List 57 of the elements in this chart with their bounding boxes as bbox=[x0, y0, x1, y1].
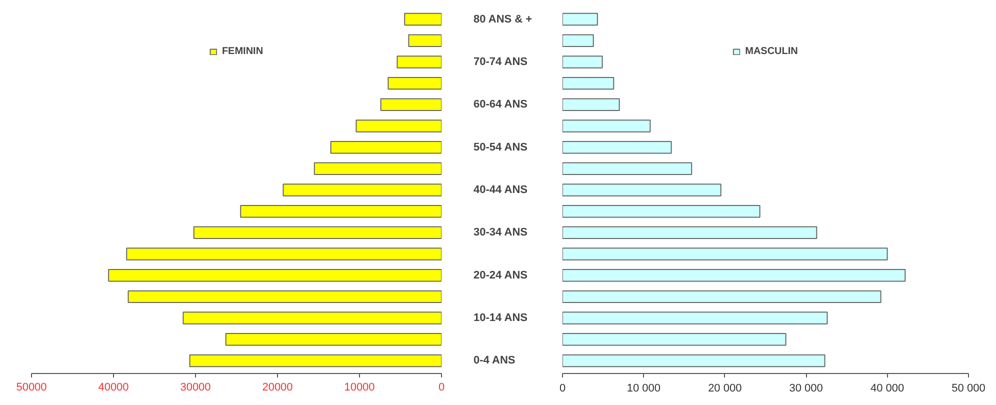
bar bbox=[408, 34, 442, 48]
bar bbox=[314, 162, 442, 176]
bar bbox=[562, 34, 594, 48]
bar bbox=[189, 354, 442, 368]
bar bbox=[562, 120, 651, 132]
bar bbox=[128, 290, 442, 304]
bar bbox=[562, 162, 692, 176]
bar bbox=[562, 140, 672, 154]
y-tick-label: 50-54 ANS bbox=[474, 141, 528, 154]
bar bbox=[404, 12, 442, 26]
bar bbox=[182, 312, 442, 324]
bar bbox=[562, 354, 826, 368]
x-tick-label: 0 bbox=[559, 382, 566, 394]
bar bbox=[240, 204, 442, 218]
y-tick-label: 10-14 ANS bbox=[474, 312, 528, 324]
bar bbox=[330, 140, 442, 154]
bar bbox=[562, 184, 722, 196]
bar bbox=[108, 268, 442, 282]
bar bbox=[562, 248, 888, 260]
x-tick-label: 10000 bbox=[344, 382, 375, 394]
y-tick-label: 0-4 ANS bbox=[474, 354, 516, 367]
bar bbox=[562, 12, 598, 26]
y-tick-label: 60-64 ANS bbox=[474, 98, 528, 111]
x-tick-label: 40 000 bbox=[870, 382, 904, 394]
bar bbox=[562, 332, 786, 346]
y-tick-label: 80 ANS & + bbox=[474, 13, 532, 26]
legend-label: MASCULIN bbox=[745, 46, 798, 57]
x-tick-label: 0 bbox=[438, 382, 445, 394]
bar bbox=[562, 76, 614, 90]
bar bbox=[562, 290, 882, 304]
bar bbox=[388, 76, 442, 90]
bar bbox=[562, 56, 603, 68]
x-tick-label: 20 000 bbox=[708, 382, 742, 394]
x-tick-label: 20000 bbox=[262, 382, 293, 394]
x-tick-label: 50 000 bbox=[952, 382, 986, 394]
bar bbox=[396, 56, 442, 68]
bar bbox=[562, 312, 828, 324]
bar bbox=[193, 226, 442, 240]
bar bbox=[562, 268, 906, 282]
x-tick-label: 40000 bbox=[98, 382, 129, 394]
bar bbox=[562, 204, 760, 218]
bar bbox=[380, 98, 442, 112]
legend-label: FEMININ bbox=[222, 46, 264, 57]
bar bbox=[562, 98, 620, 112]
bar bbox=[225, 332, 442, 346]
x-tick-label: 10 000 bbox=[626, 382, 661, 394]
x-tick-label: 30 000 bbox=[789, 382, 823, 394]
y-tick-label: 40-44 ANS bbox=[474, 184, 528, 196]
bar bbox=[282, 184, 442, 196]
y-tick-label: 30-34 ANS bbox=[474, 226, 528, 239]
bar bbox=[126, 248, 442, 260]
x-tick-label: 30000 bbox=[180, 382, 211, 394]
x-tick-label: 50000 bbox=[16, 382, 47, 394]
bar bbox=[562, 226, 818, 240]
bar bbox=[356, 120, 442, 132]
y-tick-label: 20-24 ANS bbox=[474, 269, 528, 282]
y-tick-label: 70-74 ANS bbox=[474, 56, 528, 68]
